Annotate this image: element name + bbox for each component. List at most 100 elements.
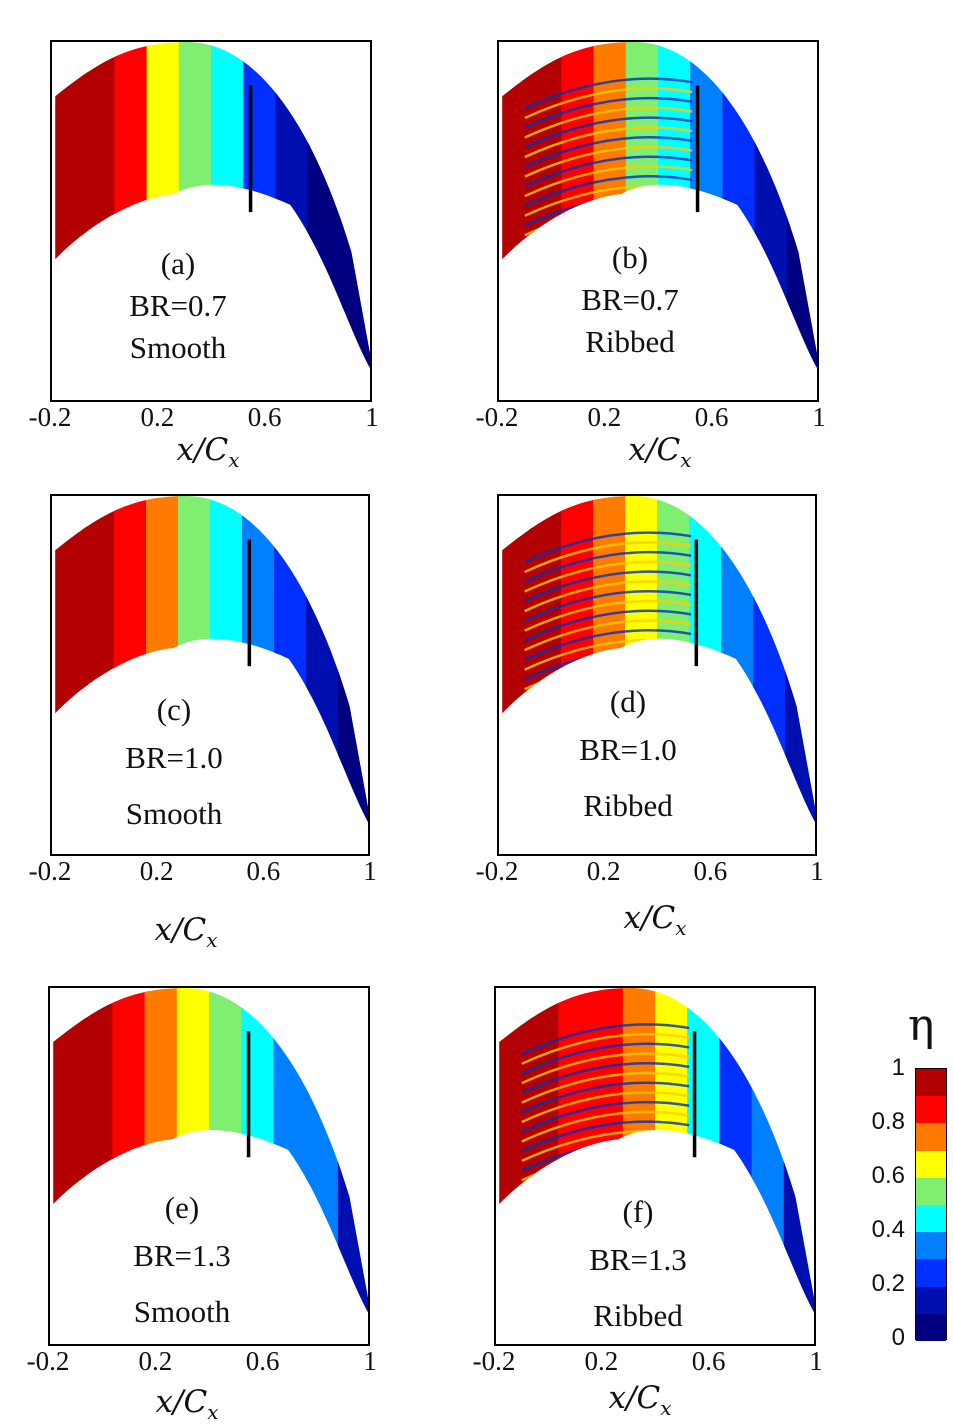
x-tick-label: 0.2 xyxy=(138,1346,173,1376)
contour-band xyxy=(751,988,788,1320)
x-tick-label: 0.6 xyxy=(693,856,728,886)
x-tick-label: 1 xyxy=(363,856,377,886)
colorbar-title: η xyxy=(908,1000,935,1051)
surface-type: Smooth xyxy=(125,796,223,831)
rib-streak xyxy=(524,619,692,652)
colorbar-segment xyxy=(916,1259,946,1288)
x-tick-label: 0.6 xyxy=(694,402,729,432)
x-tick-label: -0.2 xyxy=(472,1346,516,1376)
contour-band xyxy=(590,988,627,1320)
rib-streak xyxy=(524,599,692,632)
surface-type: Smooth xyxy=(129,330,227,365)
colorbar-tick-label: 0 xyxy=(891,1324,905,1351)
rib-streak xyxy=(524,550,692,583)
contour-band xyxy=(306,496,342,830)
rib-streak xyxy=(521,1110,690,1143)
contour-plot xyxy=(502,42,817,376)
colorbar-tick-label: 0.8 xyxy=(871,1108,905,1135)
rib-streak xyxy=(524,87,693,120)
x-tick-label: -0.2 xyxy=(28,402,72,432)
surface-type: Ribbed xyxy=(583,788,673,823)
contour-band xyxy=(338,496,368,830)
rib-streak xyxy=(524,590,692,622)
x-tick-label: 0.6 xyxy=(247,402,282,432)
colorbar-segment xyxy=(916,1313,946,1342)
contour-panel-f xyxy=(494,986,816,1346)
colorbar-segment xyxy=(916,1177,946,1206)
x-axis-label: x/Cx xyxy=(623,900,687,940)
contour-band xyxy=(753,496,789,830)
contour-band xyxy=(80,988,117,1320)
x-tick-label: 0.6 xyxy=(246,856,281,886)
rib-streak xyxy=(521,1100,690,1133)
colorbar-tick-label: 0.2 xyxy=(871,1270,905,1297)
rib-streak xyxy=(524,531,692,564)
contour-band xyxy=(112,988,149,1320)
panel-id: (a) xyxy=(160,246,196,281)
rib-streak xyxy=(521,1081,690,1114)
rib-streak xyxy=(524,609,692,642)
rib-streak xyxy=(521,1052,690,1085)
panel-id: (b) xyxy=(611,240,649,275)
x-tick-label: 0.2 xyxy=(140,402,175,432)
rib-streak xyxy=(524,145,693,178)
x-tick-label: -0.2 xyxy=(475,402,519,432)
x-tick-label: 0.2 xyxy=(586,856,621,886)
contour-band xyxy=(241,988,278,1320)
rib-streak xyxy=(524,155,693,188)
rib-streak xyxy=(524,175,693,208)
rib-streak xyxy=(524,77,693,110)
blowing-ratio: BR=1.0 xyxy=(125,740,223,775)
contour-panel-c xyxy=(50,494,370,856)
x-tick-label: -0.2 xyxy=(475,856,519,886)
x-tick-label: 0.2 xyxy=(587,402,622,432)
x-tick-label: 0.6 xyxy=(245,1346,280,1376)
x-axis-label: x/Cx xyxy=(154,912,218,952)
rib-streak xyxy=(524,580,692,613)
surface-type: Ribbed xyxy=(585,324,675,359)
rib-streak xyxy=(524,560,692,593)
x-axis-label: x/Cx xyxy=(608,1380,672,1420)
contour-band xyxy=(719,988,756,1320)
rib-streak xyxy=(521,1120,690,1153)
panel-id: (c) xyxy=(156,692,192,727)
x-tick-label: 0.2 xyxy=(139,856,174,886)
contour-band xyxy=(176,988,213,1320)
contour-plot xyxy=(502,496,815,830)
colorbar-tick-label: 0.4 xyxy=(871,1216,905,1243)
colorbar xyxy=(915,1068,947,1342)
colorbar-segment xyxy=(916,1123,946,1152)
contour-panel-b xyxy=(497,40,819,402)
colorbar-segment xyxy=(916,1205,946,1233)
x-tick-label: 1 xyxy=(363,1346,377,1376)
contour-band xyxy=(307,42,344,376)
colorbar-segment xyxy=(916,1069,946,1097)
rib-streak xyxy=(521,1091,690,1124)
x-tick-label: 0.6 xyxy=(691,1346,726,1376)
x-tick-label: 1 xyxy=(812,402,826,432)
x-tick-label: 1 xyxy=(810,856,824,886)
colorbar-segment xyxy=(916,1150,946,1179)
rib-streak xyxy=(524,570,692,603)
contour-band xyxy=(209,988,246,1320)
rib-streak xyxy=(524,136,693,168)
rib-streak xyxy=(521,1023,690,1056)
panel-id: (f) xyxy=(622,1194,654,1229)
colorbar-segment xyxy=(916,1286,946,1315)
rib-streak xyxy=(521,1032,690,1065)
contour-plot xyxy=(499,988,814,1320)
contour-band xyxy=(783,988,814,1320)
x-axis-label: x/Cx xyxy=(176,432,240,472)
rib-streak xyxy=(524,165,693,198)
rib-streak xyxy=(521,1071,690,1104)
panel-id: (e) xyxy=(164,1190,200,1225)
rib-streak xyxy=(524,116,693,149)
rib-streak xyxy=(524,541,692,574)
colorbar-segment xyxy=(916,1096,946,1124)
blowing-ratio: BR=0.7 xyxy=(581,282,679,317)
contour-panel-a xyxy=(50,40,372,402)
contour-band xyxy=(144,988,181,1320)
x-tick-label: 1 xyxy=(809,1346,823,1376)
contour-panel-e xyxy=(48,986,370,1346)
blowing-ratio: BR=1.3 xyxy=(589,1242,687,1277)
